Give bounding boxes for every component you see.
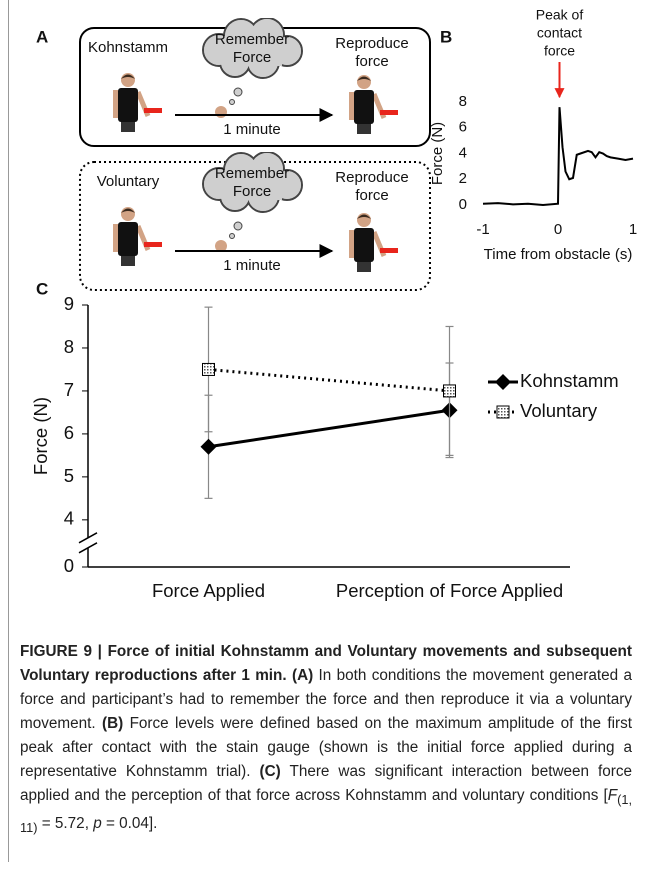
panel-label: B (440, 27, 452, 46)
y-tick-label: 5 (64, 465, 74, 486)
caption: FIGURE 9 | Force of initial Kohnstamm an… (20, 640, 632, 840)
thought: Remember (215, 31, 289, 48)
axis-break (78, 542, 98, 554)
legend-marker (495, 374, 511, 390)
head (215, 240, 227, 252)
x-axis-label: Time from obstacle (s) (484, 246, 633, 263)
person (113, 73, 162, 132)
bubble (229, 99, 235, 105)
x-tick-label: 0 (554, 221, 562, 238)
person (349, 75, 398, 134)
y-tick-label: 6 (64, 422, 74, 443)
y-tick-label: 6 (459, 119, 467, 136)
data-line (208, 367, 450, 393)
head (215, 106, 227, 118)
caption-text: (B) (102, 715, 124, 732)
outcome: force (355, 187, 388, 204)
thought: Remember (215, 165, 289, 182)
y-tick-label: 0 (64, 555, 74, 576)
data-point (443, 384, 456, 398)
person (349, 213, 398, 272)
y-tick-label: 4 (64, 508, 74, 529)
thought: Force (233, 183, 271, 200)
axis-break (78, 532, 98, 544)
condition: Kohnstamm (88, 39, 168, 56)
interval: 1 minute (223, 257, 281, 274)
legend-marker (496, 405, 510, 419)
y-axis-label: Force (N) (30, 397, 51, 475)
legend-label: Voluntary (520, 400, 598, 421)
person (113, 207, 162, 266)
panel-label: C (36, 279, 48, 298)
panel-label: A (36, 27, 48, 46)
bubble (229, 233, 235, 239)
caption-text: (A) (291, 667, 314, 684)
data-line (208, 408, 450, 449)
thought: Force (233, 49, 271, 66)
caption-text: = 0.04]. (101, 815, 158, 833)
caption-text: (C) (259, 763, 281, 780)
data-line (482, 107, 634, 207)
interval: 1 minute (223, 121, 281, 138)
y-tick-label: 8 (64, 336, 74, 357)
y-tick-label: 7 (64, 379, 74, 400)
annotation: Peak of (536, 7, 584, 23)
condition-box: Voluntary Remember Force Reproduce force… (79, 152, 431, 291)
caption-text: F (607, 787, 618, 804)
figure: A Kohnstamm Remember Force Reproduce for… (30, 7, 637, 601)
caption-text: Force levels were defined based on the m… (20, 715, 637, 780)
caption-text: There was significant interaction betwee… (20, 763, 637, 804)
x-tick-label: Force Applied (152, 580, 265, 601)
legend-label: Kohnstamm (520, 370, 619, 391)
outcome: force (355, 53, 388, 70)
y-tick-label: 2 (459, 170, 467, 187)
y-tick-label: 9 (64, 293, 74, 314)
y-axis-label: Force (N) (429, 122, 446, 185)
annotation: contact (537, 25, 582, 41)
annotation: force (544, 43, 575, 59)
y-tick-label: 0 (459, 196, 467, 213)
bubble (233, 221, 243, 231)
x-tick-label: -1 (476, 221, 489, 238)
caption-text: FIGURE 9 | Force of initial Kohnstamm an… (20, 643, 637, 684)
data-point (200, 438, 217, 455)
condition: Voluntary (97, 173, 160, 190)
frame-line (8, 0, 9, 862)
caption-text: = 5.72, (37, 815, 94, 833)
caption-text: In both conditions the movement generate… (20, 667, 637, 732)
y-tick-label: 8 (459, 93, 467, 110)
condition-box: Kohnstamm Remember Force Reproduce force… (79, 18, 431, 147)
caption-text: (1, 11) (20, 792, 640, 836)
x-tick-label: Perception of Force Applied (336, 580, 563, 601)
outcome: Reproduce (335, 35, 408, 52)
y-tick-label: 4 (459, 144, 467, 161)
caption-text: p (93, 815, 102, 833)
x-tick-label: 1 (629, 221, 637, 238)
outcome: Reproduce (335, 169, 408, 186)
data-point (202, 362, 215, 376)
bubble (233, 87, 243, 97)
